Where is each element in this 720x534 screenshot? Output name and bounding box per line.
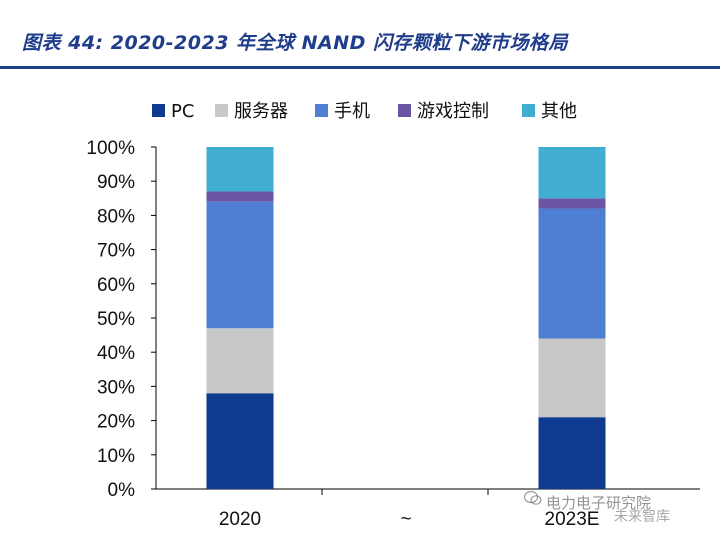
watermark-brand: 未来智库 bbox=[614, 509, 670, 525]
y-tick-label: 10% bbox=[97, 446, 135, 467]
y-tick-label: 70% bbox=[97, 241, 135, 262]
bar-2023E-手机 bbox=[538, 208, 606, 339]
legend-swatch bbox=[152, 104, 165, 117]
bar-2020-游戏控制 bbox=[206, 191, 274, 202]
y-tick-label: 90% bbox=[97, 172, 135, 193]
wechat-icon bbox=[524, 490, 542, 505]
bar-2023E-游戏控制 bbox=[538, 198, 606, 209]
legend-label: 服务器 bbox=[234, 101, 288, 122]
bar-2020-手机 bbox=[206, 201, 274, 329]
title-bar: 图表 44: 2020-2023 年全球 NAND 闪存颗粒下游市场格局 bbox=[0, 0, 720, 69]
legend-swatch bbox=[398, 104, 411, 117]
chart-title: 图表 44: 2020-2023 年全球 NAND 闪存颗粒下游市场格局 bbox=[22, 32, 569, 54]
bar-2020-服务器 bbox=[206, 328, 274, 394]
legend-label: 其他 bbox=[541, 101, 577, 122]
y-tick-label: 0% bbox=[108, 480, 136, 501]
legend-label: 手机 bbox=[334, 101, 370, 122]
watermark-source: 电力电子研究院 bbox=[546, 494, 652, 512]
legend-label: PC bbox=[171, 101, 194, 122]
bar-2023E-PC bbox=[538, 417, 606, 489]
y-tick-label: 40% bbox=[97, 343, 135, 364]
legend-swatch bbox=[215, 104, 228, 117]
y-tick-label: 20% bbox=[97, 412, 135, 433]
bar-2023E-其他 bbox=[538, 147, 606, 199]
y-tick-label: 30% bbox=[97, 377, 135, 398]
y-tick-label: 100% bbox=[86, 138, 135, 159]
legend-swatch bbox=[522, 104, 535, 117]
y-tick-label: 80% bbox=[97, 206, 135, 227]
x-tick-label: ~ bbox=[400, 509, 411, 530]
x-tick-label: 2023E bbox=[545, 509, 600, 530]
bar-2023E-服务器 bbox=[538, 338, 606, 418]
y-tick-label: 60% bbox=[97, 275, 135, 296]
legend-label: 游戏控制 bbox=[417, 101, 489, 122]
y-tick-label: 50% bbox=[97, 309, 135, 330]
bar-2020-其他 bbox=[206, 147, 274, 192]
x-tick-label: 2020 bbox=[219, 509, 261, 530]
bar-2020-PC bbox=[206, 393, 274, 489]
legend-swatch bbox=[315, 104, 328, 117]
